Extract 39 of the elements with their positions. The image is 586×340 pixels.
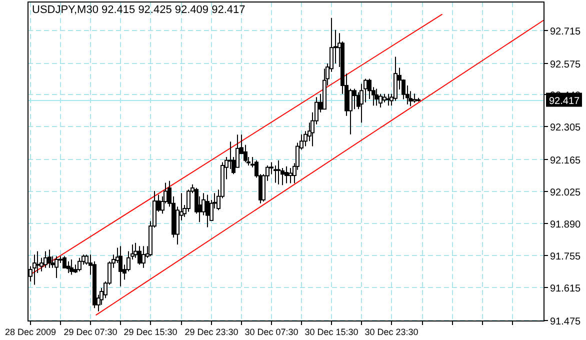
- candlestick: [352, 88, 356, 110]
- y-tick-label: 91.475: [550, 316, 582, 328]
- candlestick: [48, 249, 52, 268]
- candlestick: [244, 144, 248, 163]
- y-tick-label: 92.575: [550, 60, 582, 70]
- x-tick-label: 29 Dec 15:30: [124, 327, 178, 337]
- candlestick: [44, 250, 48, 268]
- candlestick: [374, 88, 378, 106]
- candlestick: [274, 164, 278, 184]
- y-tick-label: 92.715: [550, 26, 582, 38]
- x-tick-label: 30 Dec 23:30: [364, 327, 418, 337]
- x-tick-label: 29 Dec 07:30: [64, 327, 118, 337]
- y-tick-label: 92.025: [550, 188, 582, 198]
- candlestick: [348, 88, 352, 135]
- x-tick-label: 28 Dec 2009: [4, 327, 56, 337]
- x-tick-label: 30 Dec 07:30: [244, 327, 298, 337]
- candlestick: [378, 93, 382, 108]
- candlestick: [118, 246, 122, 287]
- y-tick-label: 91.890: [550, 220, 582, 230]
- candlestick: [284, 166, 288, 184]
- candlestick: [138, 246, 142, 266]
- y-tick-label: 91.615: [550, 284, 582, 294]
- candlestick: [32, 254, 36, 286]
- candlestick: [412, 93, 416, 104]
- y-tick-label: 92.305: [550, 122, 582, 134]
- candlestick: [78, 257, 82, 272]
- candlestick: [288, 168, 292, 184]
- candlestick: [142, 246, 146, 268]
- chart-title: USDJPY,M30 92.415 92.425 92.409 92.417: [32, 4, 246, 16]
- y-tick-label: 91.755: [550, 252, 582, 262]
- candlestick: [36, 250, 40, 274]
- candlestick: [206, 194, 210, 228]
- x-tick-label: 30 Dec 15:30: [304, 327, 358, 337]
- y-tick-label: 92.165: [550, 156, 582, 166]
- x-tick-label: 29 Dec 23:30: [184, 327, 238, 337]
- ref-line-label: 92.417: [549, 96, 580, 107]
- candlestick: [54, 256, 58, 278]
- candlestick: [70, 258, 74, 276]
- candlestick: [276, 160, 280, 185]
